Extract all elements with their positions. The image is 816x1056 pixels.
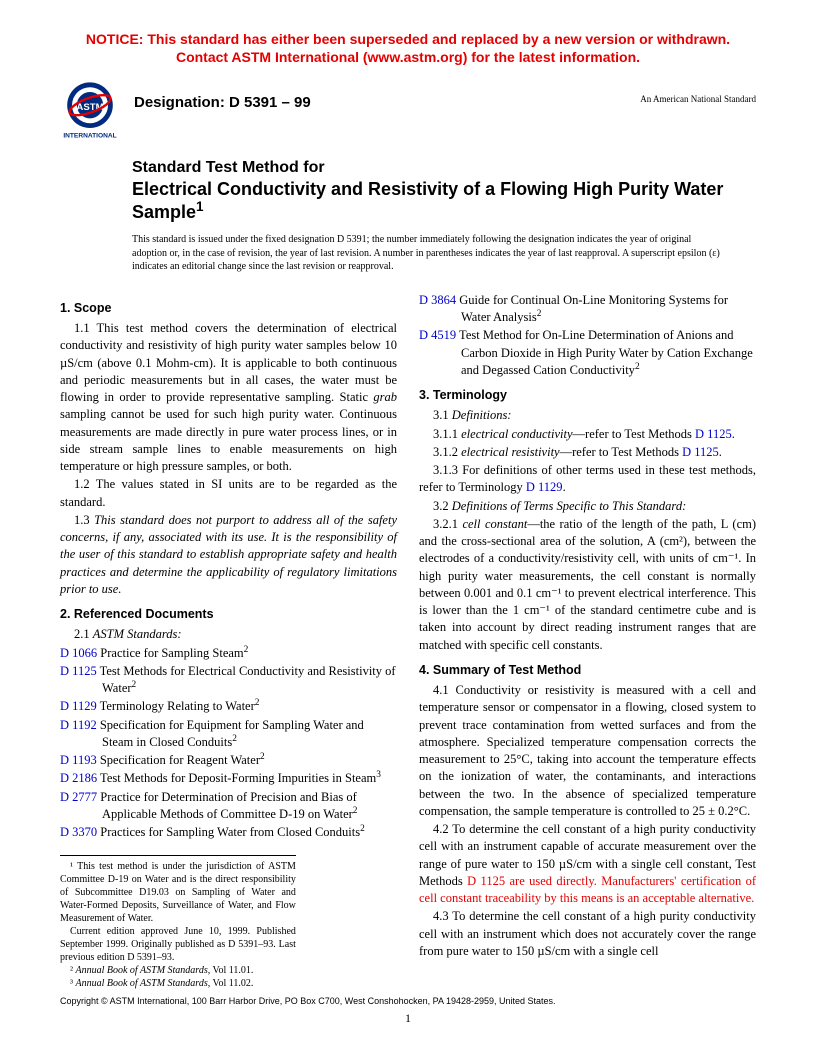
para-3-2-1: 3.2.1 cell constant—the ratio of the len… — [419, 516, 756, 654]
para-2-1: 2.1 ASTM Standards: — [60, 626, 397, 643]
ref-item: D 1192 Specification for Equipment for S… — [60, 717, 397, 752]
national-standard-note: An American National Standard — [640, 94, 756, 104]
ref-item: D 1129 Terminology Relating to Water2 — [60, 698, 397, 715]
section-3-head: 3. Terminology — [419, 387, 756, 404]
notice-banner: NOTICE: This standard has either been su… — [60, 30, 756, 66]
para-1-3: 1.3 This standard does not purport to ad… — [60, 512, 397, 598]
para-1-2: 1.2 The values stated in SI units are to… — [60, 476, 397, 511]
para-1-1: 1.1 This test method covers the determin… — [60, 320, 397, 475]
footnote-1: ¹ This test method is under the jurisdic… — [60, 860, 296, 925]
section-4-head: 4. Summary of Test Method — [419, 662, 756, 679]
issuance-note: This standard is issued under the fixed … — [132, 233, 726, 274]
footnote-3: ³ Annual Book of ASTM Standards, Vol 11.… — [60, 977, 296, 990]
right-column: D 3864 Guide for Continual On-Line Monit… — [419, 292, 756, 991]
para-4-1: 4.1 Conductivity or resistivity is measu… — [419, 682, 756, 820]
ref-item: D 3864 Guide for Continual On-Line Monit… — [419, 292, 756, 327]
section-1-head: 1. Scope — [60, 300, 397, 317]
title-lead: Standard Test Method for — [132, 158, 756, 178]
ref-item: D 1066 Practice for Sampling Steam2 — [60, 645, 397, 662]
svg-text:INTERNATIONAL: INTERNATIONAL — [63, 133, 116, 140]
title-sup: 1 — [196, 199, 204, 214]
body-columns: 1. Scope 1.1 This test method covers the… — [60, 292, 756, 991]
para-4-3: 4.3 To determine the cell constant of a … — [419, 908, 756, 960]
title-main-text: Electrical Conductivity and Resistivity … — [132, 179, 723, 222]
para-3-2: 3.2 Definitions of Terms Specific to Thi… — [419, 498, 756, 515]
header-row: ASTM INTERNATIONAL Designation: D 5391 –… — [60, 80, 756, 140]
para-3-1-2: 3.1.2 electrical resistivity—refer to Te… — [419, 444, 756, 461]
ref-item: D 4519 Test Method for On-Line Determina… — [419, 327, 756, 379]
ref-item: D 2777 Practice for Determination of Pre… — [60, 789, 397, 824]
copyright-footer: Copyright © ASTM International, 100 Barr… — [60, 996, 756, 1006]
page: NOTICE: This standard has either been su… — [0, 0, 816, 1056]
title-block: Standard Test Method for Electrical Cond… — [132, 158, 756, 223]
section-2-head: 2. Referenced Documents — [60, 606, 397, 623]
title-main: Electrical Conductivity and Resistivity … — [132, 178, 756, 223]
ref-list-left: D 1066 Practice for Sampling Steam2D 112… — [60, 645, 397, 842]
ref-item: D 3370 Practices for Sampling Water from… — [60, 824, 397, 841]
left-column: 1. Scope 1.1 This test method covers the… — [60, 292, 397, 991]
svg-text:ASTM: ASTM — [76, 102, 103, 113]
footnotes: ¹ This test method is under the jurisdic… — [60, 855, 296, 990]
ref-item: D 1193 Specification for Reagent Water2 — [60, 752, 397, 769]
designation: Designation: D 5391 – 99 — [134, 94, 311, 111]
footnote-2: ² Annual Book of ASTM Standards, Vol 11.… — [60, 964, 296, 977]
para-3-1-1: 3.1.1 electrical conductivity—refer to T… — [419, 426, 756, 443]
para-4-2: 4.2 To determine the cell constant of a … — [419, 821, 756, 907]
page-number: 1 — [0, 1011, 816, 1026]
ref-item: D 2186 Test Methods for Deposit-Forming … — [60, 770, 397, 787]
astm-logo: ASTM INTERNATIONAL — [60, 80, 120, 140]
para-3-1: 3.1 Definitions: — [419, 407, 756, 424]
ref-item: D 1125 Test Methods for Electrical Condu… — [60, 663, 397, 698]
para-3-1-3: 3.1.3 For definitions of other terms use… — [419, 462, 756, 497]
ref-list-right: D 3864 Guide for Continual On-Line Monit… — [419, 292, 756, 379]
footnote-1b: Current edition approved June 10, 1999. … — [60, 925, 296, 964]
